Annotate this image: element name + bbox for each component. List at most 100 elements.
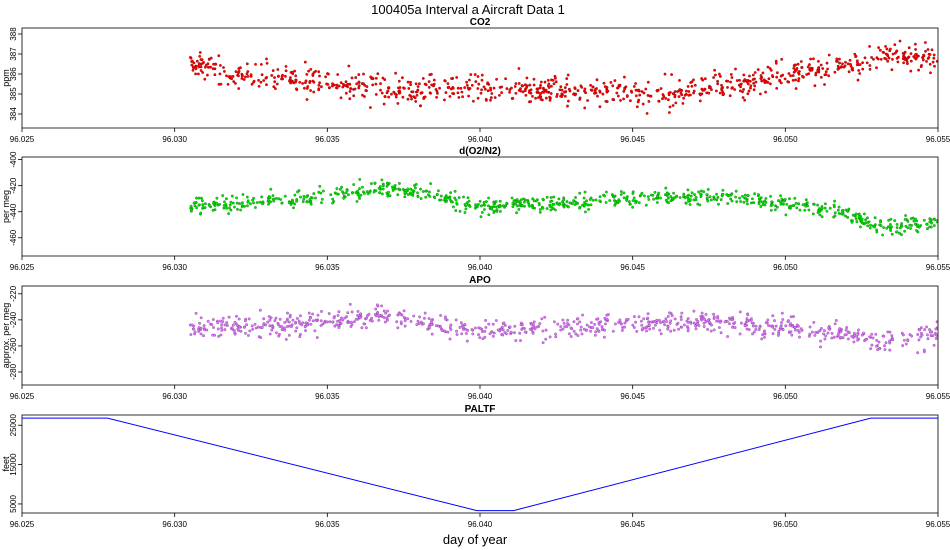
- data-point: [486, 89, 490, 93]
- data-point: [793, 69, 797, 73]
- data-point: [293, 193, 297, 197]
- data-point: [672, 191, 676, 195]
- data-point: [476, 96, 480, 100]
- data-point: [316, 313, 320, 317]
- data-point: [489, 86, 492, 90]
- panel-title: PALTF: [465, 404, 496, 415]
- data-point: [517, 67, 521, 70]
- data-point: [717, 202, 720, 206]
- data-point: [746, 313, 750, 317]
- data-point: [427, 80, 431, 84]
- data-point: [611, 84, 615, 88]
- data-point: [447, 86, 451, 89]
- data-point: [195, 196, 198, 200]
- data-point: [923, 41, 927, 44]
- data-point: [234, 70, 238, 74]
- data-point: [257, 84, 261, 88]
- data-point: [578, 320, 582, 324]
- data-point: [743, 324, 747, 328]
- data-point: [622, 89, 626, 93]
- data-point: [851, 213, 855, 217]
- data-point: [749, 201, 753, 205]
- data-point: [574, 195, 577, 199]
- data-point: [193, 330, 197, 334]
- data-point: [201, 61, 205, 65]
- data-point: [868, 64, 872, 67]
- data-point: [598, 195, 602, 199]
- data-point: [440, 329, 444, 333]
- data-point: [431, 83, 435, 87]
- x-tick-label: 96.040: [468, 263, 493, 272]
- data-point: [520, 327, 524, 331]
- data-point: [877, 46, 881, 50]
- data-point: [480, 210, 484, 214]
- data-point: [819, 63, 823, 67]
- data-point: [858, 63, 862, 67]
- data-point: [194, 65, 198, 69]
- data-point: [726, 202, 730, 205]
- data-point: [659, 87, 663, 90]
- data-point: [865, 61, 869, 65]
- data-point: [905, 59, 909, 63]
- data-point: [787, 72, 791, 75]
- data-point: [477, 333, 481, 337]
- data-point: [731, 325, 735, 329]
- data-point: [681, 101, 685, 105]
- data-point: [409, 187, 413, 191]
- data-point: [253, 206, 257, 209]
- data-point: [668, 105, 672, 109]
- data-point: [890, 334, 894, 337]
- data-point: [298, 335, 302, 339]
- x-tick-label: 96.055: [926, 135, 950, 144]
- data-point: [649, 94, 653, 98]
- data-point: [383, 320, 387, 324]
- data-point: [345, 188, 349, 192]
- data-point: [251, 327, 255, 331]
- data-point: [222, 206, 226, 210]
- data-point: [209, 56, 213, 60]
- data-point: [658, 318, 661, 322]
- data-point: [750, 321, 754, 325]
- data-point: [909, 69, 913, 73]
- data-point: [498, 329, 502, 333]
- data-point: [827, 74, 831, 78]
- data-point: [552, 82, 556, 86]
- data-point: [505, 201, 509, 205]
- data-point: [694, 198, 698, 202]
- data-point: [767, 77, 771, 81]
- data-point: [223, 200, 226, 204]
- data-point: [833, 199, 837, 203]
- data-point: [655, 89, 659, 93]
- data-point: [448, 325, 452, 329]
- data-point: [309, 316, 313, 320]
- data-point: [645, 111, 649, 115]
- data-point: [260, 326, 264, 330]
- data-point: [841, 212, 845, 216]
- data-point: [268, 200, 272, 204]
- data-point: [722, 92, 726, 96]
- data-point: [928, 330, 932, 334]
- data-point: [594, 330, 598, 334]
- data-point: [683, 93, 687, 97]
- data-point: [699, 192, 703, 196]
- data-point: [214, 62, 218, 66]
- data-point: [567, 332, 571, 336]
- data-point: [868, 335, 872, 339]
- x-tick-label: 96.030: [162, 135, 187, 144]
- data-point: [806, 204, 810, 208]
- data-point: [563, 86, 567, 90]
- data-point: [783, 197, 787, 201]
- y-tick-label: -420: [9, 177, 18, 194]
- data-point: [682, 96, 686, 100]
- data-point: [882, 226, 886, 229]
- data-point: [258, 308, 262, 312]
- data-point: [515, 198, 519, 202]
- data-point: [692, 78, 695, 82]
- x-tick-label: 96.030: [162, 520, 187, 529]
- data-point: [331, 320, 335, 324]
- data-point: [429, 182, 433, 186]
- data-point: [631, 190, 635, 194]
- data-point: [826, 67, 830, 71]
